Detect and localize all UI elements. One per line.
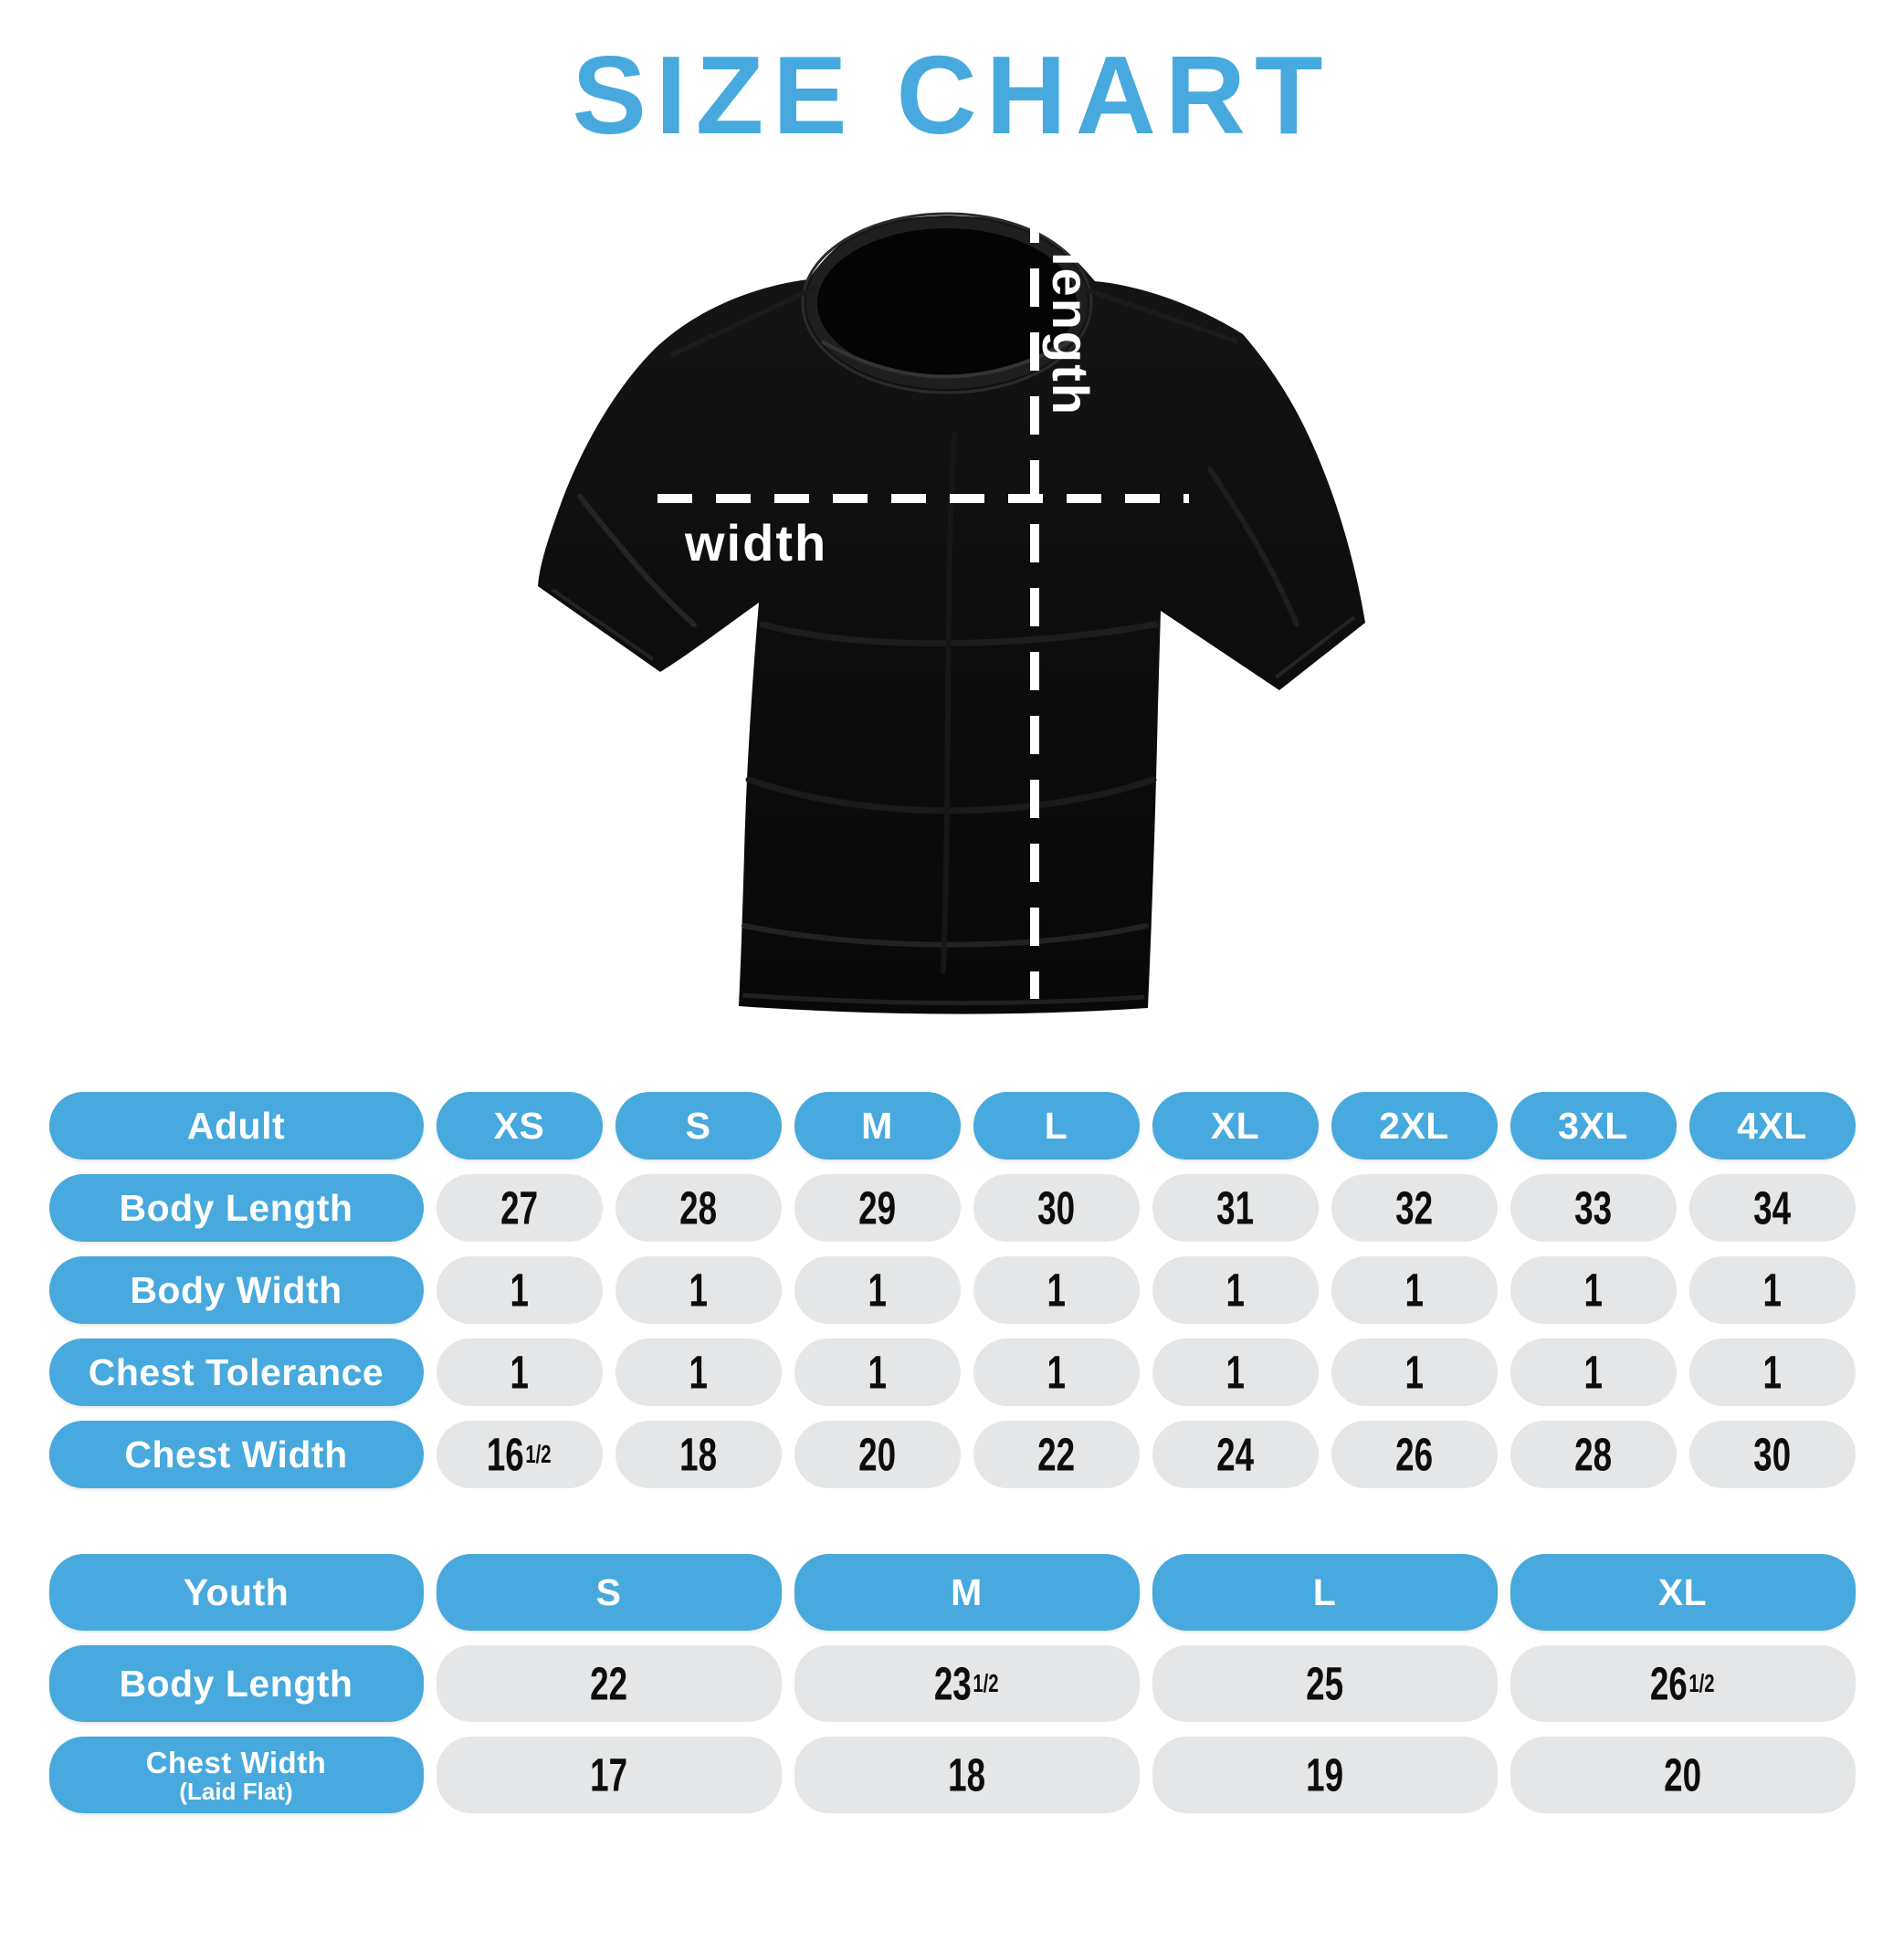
size-value-cell: 25 — [1152, 1645, 1498, 1723]
size-value-cell: 1 — [615, 1256, 782, 1325]
size-value-cell: 22 — [973, 1421, 1140, 1489]
size-header-s: S — [615, 1092, 782, 1160]
size-value-cell: 1 — [973, 1338, 1140, 1407]
row-label-body-length: Body Length — [48, 1645, 424, 1723]
adult-group-header: Adult — [48, 1092, 424, 1160]
size-value-cell: 24 — [1152, 1421, 1319, 1489]
size-value-cell: 1 — [436, 1338, 603, 1407]
size-header-2xl: 2XL — [1331, 1092, 1498, 1160]
size-tables: Adult XS S M L XL 2XL 3XL 4XL Body Length 27 28 29 30… — [48, 1092, 1856, 1814]
size-header-xl: XL — [1152, 1092, 1319, 1160]
youth-size-table: Youth S M L XL Body Length 22 231/2 25 261/2 Chest… — [48, 1554, 1856, 1814]
row-label-body-length: Body Length — [48, 1174, 424, 1243]
wrinkle — [742, 923, 1149, 949]
size-header-4xl: 4XL — [1688, 1092, 1856, 1160]
size-value-cell: 31 — [1152, 1174, 1319, 1243]
tshirt-illustration: length width — [538, 205, 1365, 1015]
length-measurement-label: length — [1042, 252, 1099, 416]
size-value-cell: 34 — [1688, 1174, 1856, 1243]
row-label-body-width: Body Width — [48, 1256, 424, 1325]
size-value-cell: 18 — [794, 1737, 1140, 1814]
size-value-cell: 1 — [1152, 1338, 1319, 1407]
shoulder-seam-left — [669, 285, 819, 358]
size-value-cell: 20 — [794, 1421, 961, 1489]
size-value-cell: 22 — [436, 1645, 782, 1723]
size-value-cell: 20 — [1510, 1737, 1856, 1814]
size-value-cell: 1 — [794, 1338, 961, 1407]
size-value-cell: 17 — [436, 1737, 782, 1814]
size-value-cell: 1 — [973, 1256, 1140, 1325]
size-value-cell: 33 — [1510, 1174, 1677, 1243]
size-value-cell: 1 — [436, 1256, 603, 1325]
size-value-cell: 1 — [1688, 1338, 1856, 1407]
size-value-cell: 26 — [1331, 1421, 1498, 1489]
size-value-cell: 1 — [1331, 1338, 1498, 1407]
size-header-s: S — [436, 1554, 782, 1632]
size-header-l: L — [973, 1092, 1140, 1160]
row-label-chest-width: Chest Width — [48, 1421, 424, 1489]
size-value-cell: 231/2 — [794, 1645, 1140, 1723]
collar-opening — [806, 217, 1088, 390]
size-value-cell: 30 — [1688, 1421, 1856, 1489]
collar-rim-highlight — [821, 338, 1075, 379]
size-value-cell: 19 — [1152, 1737, 1498, 1814]
size-value-cell: 1 — [1510, 1338, 1677, 1407]
size-value-cell: 1 — [615, 1338, 782, 1407]
size-header-3xl: 3XL — [1510, 1092, 1677, 1160]
page-title: SIZE CHART — [572, 33, 1332, 157]
cuff-seam-right — [1274, 615, 1356, 680]
youth-group-header: Youth — [48, 1554, 424, 1632]
size-value-cell: 28 — [1510, 1421, 1677, 1489]
size-chart-page: SIZE CHART — [0, 33, 1904, 1814]
adult-size-table: Adult XS S M L XL 2XL 3XL 4XL Body Length 27 28 29 30… — [48, 1092, 1856, 1489]
row-label-chest-tolerance: Chest Tolerance — [48, 1338, 424, 1407]
size-value-cell: 29 — [794, 1174, 961, 1243]
row-label-chest-width: Chest Width (Laid Flat) — [48, 1737, 424, 1814]
shoulder-seam-right — [1077, 285, 1238, 344]
wrinkle — [1207, 467, 1299, 628]
size-value-cell: 261/2 — [1510, 1645, 1856, 1723]
size-value-cell: 1 — [794, 1256, 961, 1325]
size-header-l: L — [1152, 1554, 1498, 1632]
collar-outline — [801, 212, 1093, 394]
tshirt-body — [538, 215, 1365, 1015]
size-value-cell: 18 — [615, 1421, 782, 1489]
size-header-xl: XL — [1510, 1554, 1856, 1632]
size-header-xs: XS — [436, 1092, 603, 1160]
size-value-cell: 28 — [615, 1174, 782, 1243]
hem-seam — [742, 992, 1145, 1006]
size-value-cell: 1 — [1510, 1256, 1677, 1325]
wrinkle — [745, 776, 1157, 814]
wrinkle — [577, 494, 697, 628]
size-value-cell: 1 — [1331, 1256, 1498, 1325]
size-value-cell: 1 — [1152, 1256, 1319, 1325]
size-header-m: M — [794, 1554, 1140, 1632]
size-value-cell: 27 — [436, 1174, 603, 1243]
size-value-cell: 32 — [1331, 1174, 1498, 1243]
size-header-m: M — [794, 1092, 961, 1160]
size-value-cell: 30 — [973, 1174, 1140, 1243]
width-measurement-label: width — [684, 514, 827, 572]
cuff-seam-left — [551, 588, 655, 662]
tshirt-measurement-diagram: length width — [516, 195, 1388, 1026]
size-value-cell: 161/2 — [436, 1421, 603, 1489]
size-value-cell: 1 — [1688, 1256, 1856, 1325]
